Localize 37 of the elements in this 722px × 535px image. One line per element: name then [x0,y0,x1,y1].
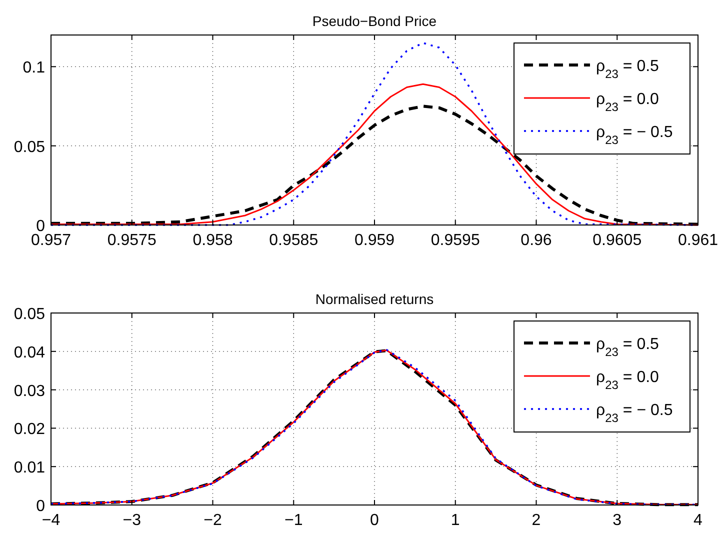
x-tick-label: 0 [370,512,380,529]
chart-title: Normalised returns [315,291,434,307]
x-tick-label: 0.961 [678,232,718,249]
line-series [50,42,699,226]
legend-label: ρ$_{23}$ = 0.5 [596,336,660,359]
y-tick-label: 0 [36,498,46,515]
y-tick-label: 0 [36,218,46,235]
y-tick-label: 0.01 [14,460,46,477]
legend-label: ρ$_{23}$ = − 0.5 [596,124,673,147]
x-tick-label: 0.9585 [269,232,318,249]
x-tick-label: 0.957 [30,232,72,249]
x-tick-label: −2 [204,512,222,529]
x-tick-label: −3 [122,512,142,529]
x-tick-label: −1 [284,512,303,529]
y-tick-label: 0.03 [14,382,46,400]
x-tick-label: 0.9595 [430,232,480,249]
y-tick-label: 0.05 [14,306,46,323]
y-tick-label: 0.1 [22,60,46,77]
x-tick-label: 2 [532,512,541,529]
y-tick-label: 0.04 [14,344,46,362]
x-tick-label: 0.9605 [592,232,642,249]
x-tick-label: 0.96 [520,232,552,249]
line-series [50,83,699,226]
legend-label: ρ$_{23}$ = 0.0 [596,91,660,114]
y-tick-label: 0.05 [14,138,46,156]
legend-label: ρ$_{23}$ = 0.5 [596,58,660,81]
y-tick-label: 0.02 [14,421,46,438]
legend-label: ρ$_{23}$ = − 0.5 [596,402,673,425]
x-tick-label: 0.959 [354,232,395,249]
x-tick-label: 0.958 [192,232,233,249]
x-tick-label: 1 [450,512,460,529]
x-tick-label: −4 [42,512,60,529]
chart-title: Pseudo−Bond Price [312,13,437,29]
legend-label: ρ$_{23}$ = 0.0 [596,369,660,392]
x-tick-label: 0.9575 [107,232,156,249]
x-tick-label: 3 [612,512,622,529]
x-tick-label: 4 [694,512,703,529]
